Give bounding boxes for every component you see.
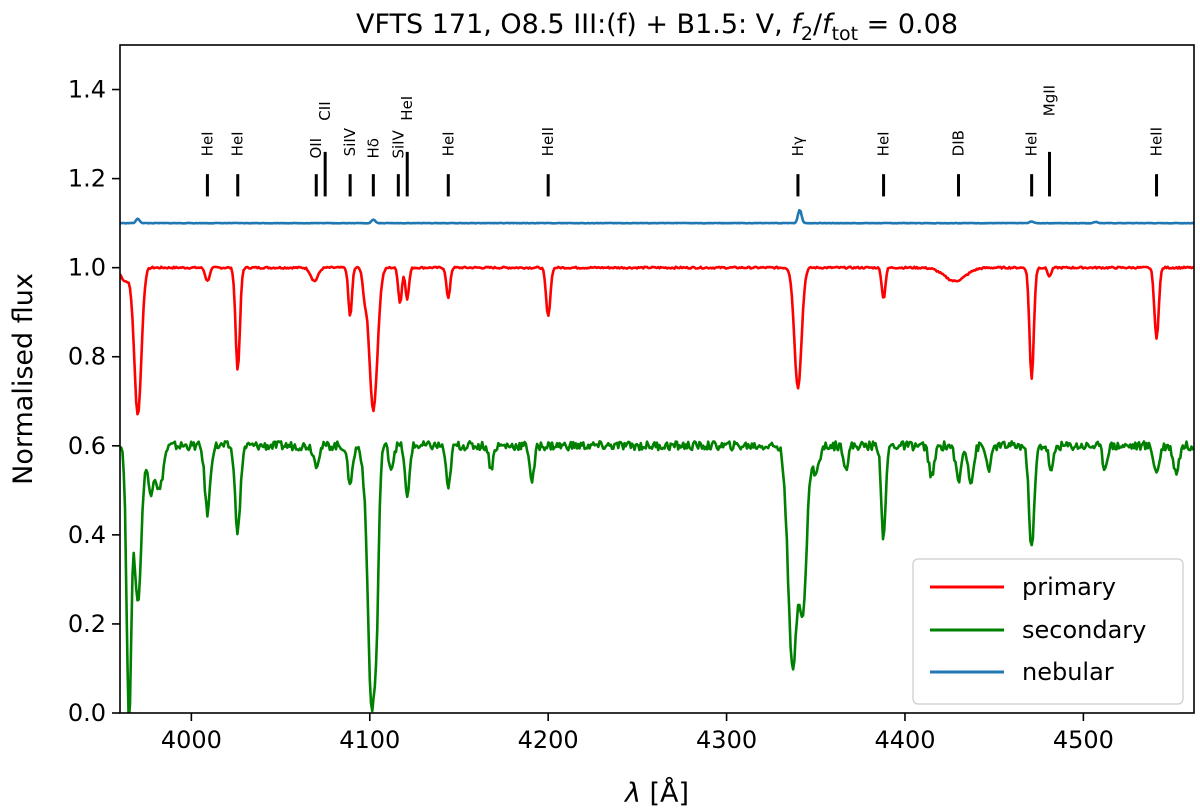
line-id-label: MgII <box>1040 85 1058 116</box>
line-id-label: HeI <box>198 131 216 156</box>
y-axis-label: Normalised flux <box>8 273 39 485</box>
y-tick-label: 1.2 <box>68 165 106 193</box>
x-tick-label: 4300 <box>696 726 757 754</box>
legend-label-primary: primary <box>1022 573 1116 601</box>
x-tick-label: 4100 <box>339 726 400 754</box>
series-line-primary <box>120 265 1194 416</box>
y-tick-label: 0.6 <box>68 432 106 460</box>
legend-label-nebular: nebular <box>1022 658 1114 686</box>
line-id-label: HeI <box>1023 131 1041 156</box>
y-tick-label: 0.2 <box>68 610 106 638</box>
series-line-secondary <box>120 440 1194 713</box>
x-tick-label: 4000 <box>161 726 222 754</box>
line-id-label: Hγ <box>789 136 807 156</box>
y-tick-label: 0.4 <box>68 521 106 549</box>
x-tick-label: 4200 <box>518 726 579 754</box>
line-id-label: SiIV <box>341 127 359 156</box>
y-tick-label: 0.8 <box>68 343 106 371</box>
legend-label-secondary: secondary <box>1022 616 1146 644</box>
y-tick-label: 1.4 <box>68 76 106 104</box>
line-id-label: HeI <box>229 131 247 156</box>
line-id-label: DIB <box>950 130 968 156</box>
y-tick-label: 1.0 <box>68 254 106 282</box>
y-axis: 0.0 0.2 0.4 0.6 0.8 1.0 1.2 1.4 <box>68 76 120 727</box>
line-id-label: Hδ <box>364 138 382 158</box>
chart-title: VFTS 171, O8.5 III:(f) + B1.5: V, f2/fto… <box>356 9 958 45</box>
line-id-label: CII <box>316 101 334 120</box>
x-axis-label: λ [Å] <box>623 777 689 809</box>
y-tick-label: 0.0 <box>68 699 106 727</box>
x-tick-label: 4500 <box>1053 726 1114 754</box>
line-id-label: HeI <box>875 131 893 156</box>
line-identifications: HeI HeI OII CII SiIV Hδ SiIV HeI HeI HeII Hγ HeI DIB… <box>198 85 1166 197</box>
line-id-label: OII <box>307 138 325 159</box>
plot-frame <box>119 44 1195 714</box>
legend: primary secondary nebular <box>912 558 1184 705</box>
series-layer <box>120 208 1194 713</box>
series-line-nebular <box>120 208 1194 225</box>
line-id-label: HeI <box>439 131 457 156</box>
line-id-label: HeI <box>398 96 416 121</box>
x-axis: 4000 4100 4200 4300 4400 4500 <box>161 713 1114 754</box>
line-id-label: HeII <box>1148 127 1166 156</box>
line-id-label: HeII <box>539 127 557 156</box>
legend-box <box>912 558 1184 705</box>
x-tick-label: 4400 <box>874 726 935 754</box>
line-id-label: SiIV <box>389 129 407 158</box>
